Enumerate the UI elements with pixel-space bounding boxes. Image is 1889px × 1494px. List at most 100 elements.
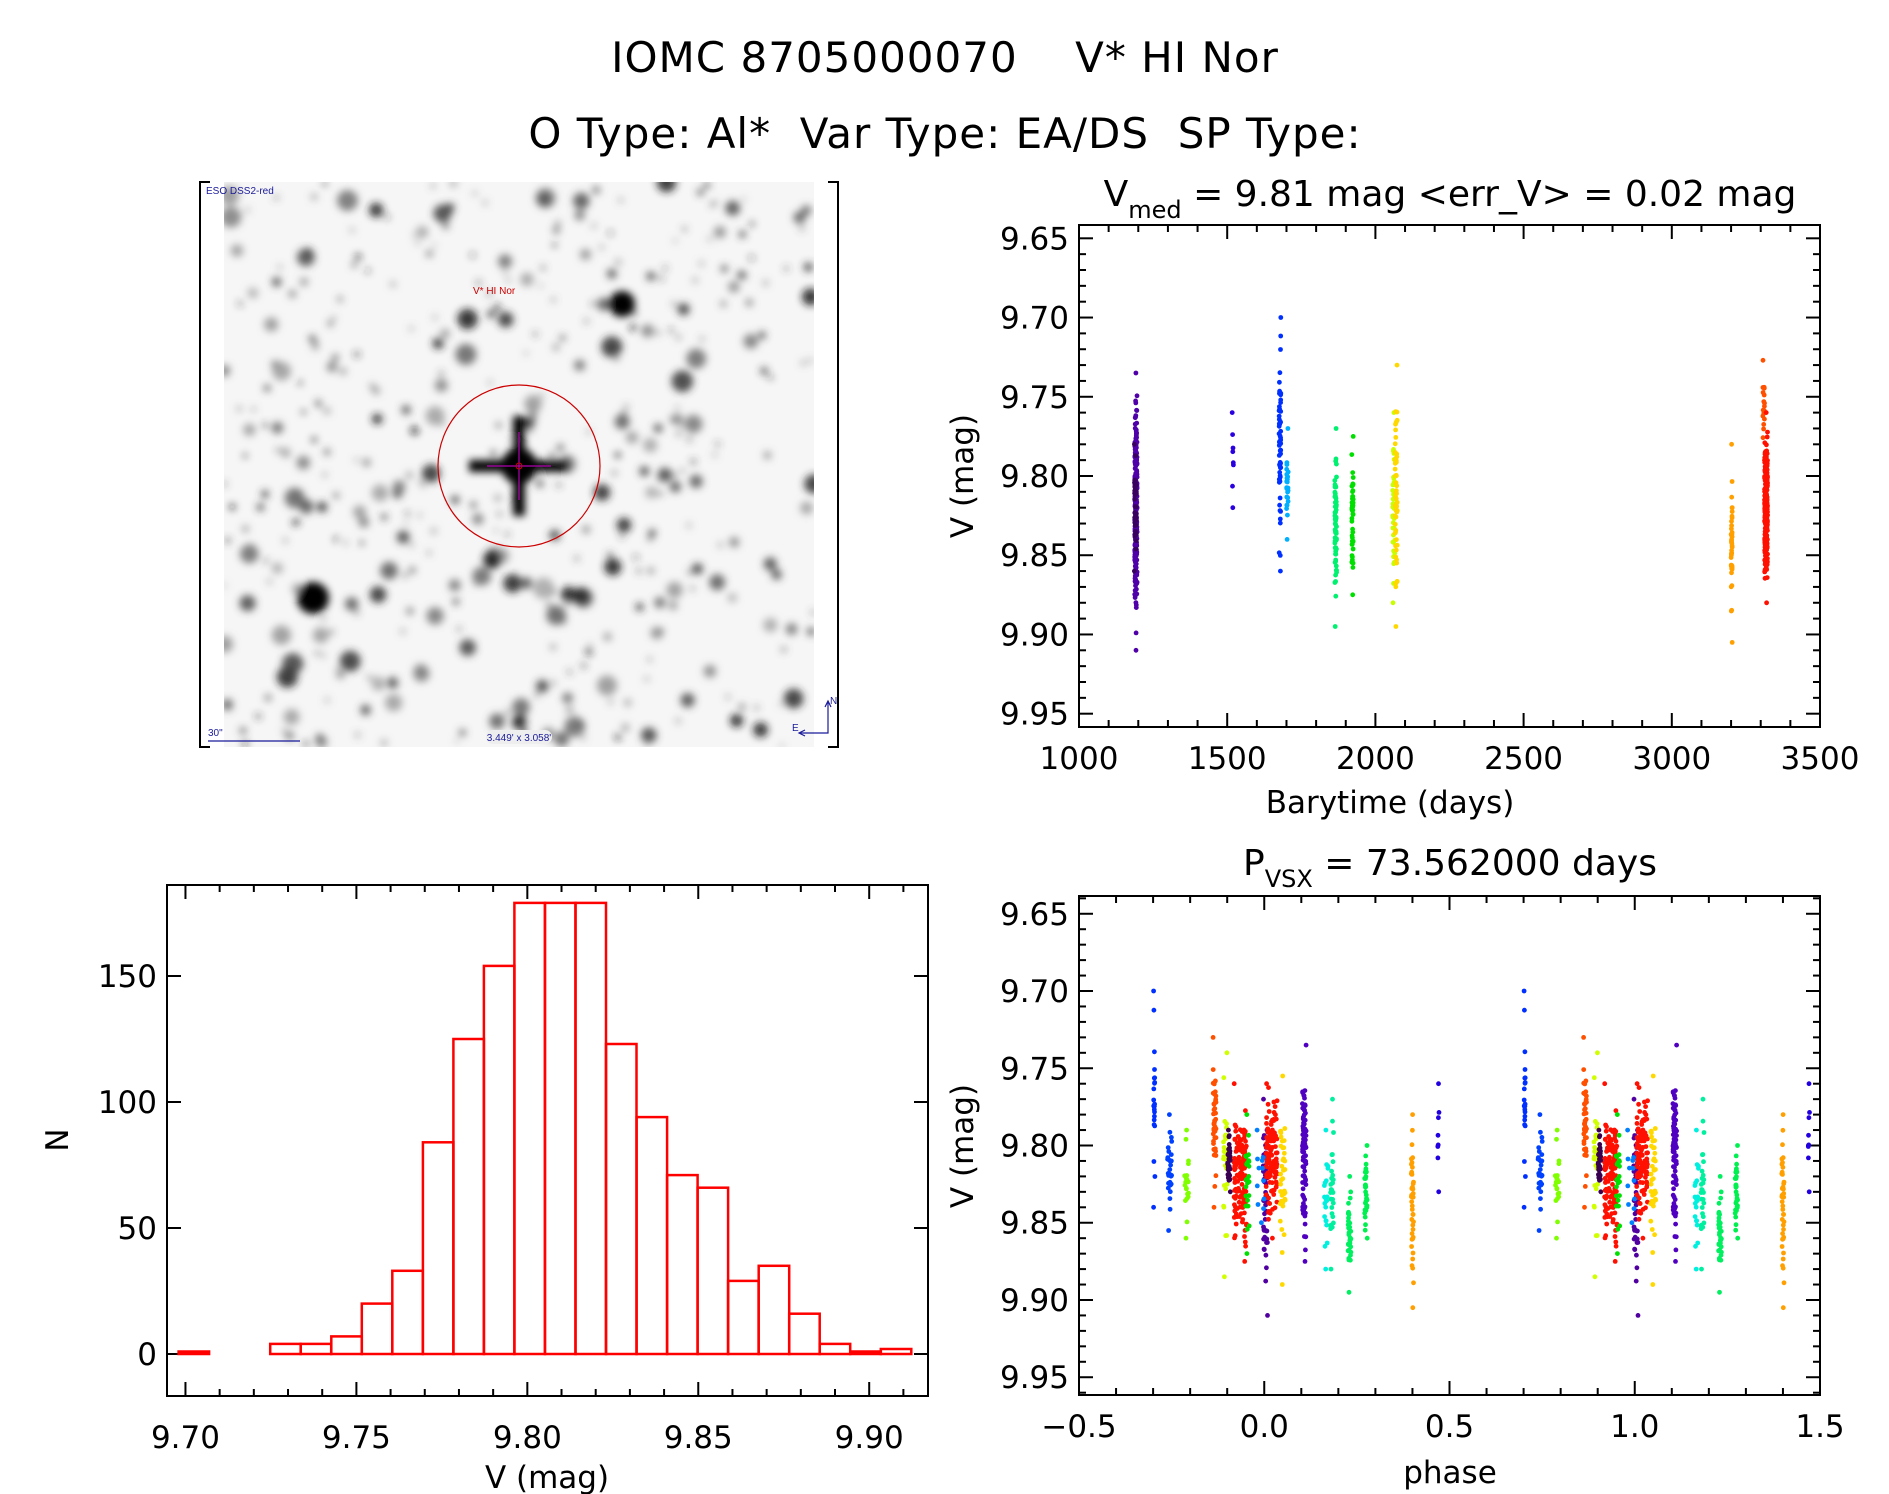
finder-star xyxy=(457,626,462,632)
data-point xyxy=(1602,1137,1608,1142)
finder-star xyxy=(574,556,579,561)
data-point xyxy=(1729,530,1735,535)
data-point xyxy=(1673,1247,1679,1253)
data-point xyxy=(1734,1205,1740,1210)
finder-star xyxy=(271,562,283,574)
data-point xyxy=(1261,1096,1266,1102)
x-tick-label: 1.5 xyxy=(1795,1409,1844,1445)
finder-star xyxy=(487,380,493,385)
data-point xyxy=(1165,1185,1171,1191)
finder-star xyxy=(400,629,406,634)
data-point xyxy=(1277,1218,1283,1224)
data-point xyxy=(1592,1274,1598,1280)
finder-star xyxy=(487,309,496,319)
data-point xyxy=(1278,347,1283,352)
data-point xyxy=(1394,508,1400,514)
data-point xyxy=(1261,1196,1267,1202)
finder-star xyxy=(659,276,664,281)
data-point xyxy=(1779,1186,1785,1191)
finder-star xyxy=(440,328,451,339)
data-point xyxy=(1629,1220,1635,1226)
histogram-bar xyxy=(757,1264,791,1356)
finder-star xyxy=(565,600,571,606)
data-point xyxy=(1764,600,1769,606)
histogram-bar xyxy=(513,901,547,1356)
finder-star xyxy=(251,407,256,412)
light-curve-plot: Vmed = 9.81 mag <err_V> = 0.02 mag Baryt… xyxy=(945,174,1859,821)
data-point xyxy=(1729,640,1735,645)
data-point xyxy=(1225,1152,1231,1158)
finder-star xyxy=(427,550,431,555)
data-point xyxy=(1760,435,1766,441)
data-point xyxy=(1245,1197,1250,1203)
data-point xyxy=(1522,1101,1528,1107)
data-point xyxy=(1272,1205,1278,1211)
data-point xyxy=(1760,357,1766,363)
data-point xyxy=(1581,1035,1586,1040)
data-point xyxy=(1269,1131,1275,1136)
data-point xyxy=(1333,537,1339,543)
finder-star xyxy=(601,336,623,358)
data-point xyxy=(1227,1189,1233,1195)
data-point xyxy=(1282,1196,1288,1202)
data-point xyxy=(1183,1136,1189,1142)
data-point xyxy=(1435,1155,1441,1161)
data-point xyxy=(1410,1181,1416,1187)
finder-star xyxy=(322,472,327,477)
finder-star xyxy=(801,205,812,216)
finder-star xyxy=(720,301,727,307)
data-point xyxy=(1323,1178,1329,1184)
data-point xyxy=(1168,1162,1173,1168)
finder-star xyxy=(296,455,311,470)
finder-star xyxy=(714,226,726,239)
data-point xyxy=(1323,1266,1329,1272)
data-point xyxy=(1409,1203,1415,1209)
data-point xyxy=(1764,451,1770,456)
finder-star xyxy=(298,380,303,385)
data-point xyxy=(1615,1197,1621,1203)
data-point xyxy=(1673,1213,1678,1219)
data-point xyxy=(1634,1081,1640,1087)
data-point xyxy=(1762,400,1767,406)
data-point xyxy=(1410,1127,1415,1133)
data-point xyxy=(1732,1176,1738,1181)
data-point xyxy=(1277,520,1283,526)
finder-star xyxy=(343,540,349,546)
data-point xyxy=(1645,1098,1650,1104)
finder-star xyxy=(450,495,460,505)
data-point xyxy=(1330,1159,1336,1165)
data-point xyxy=(1243,1184,1249,1190)
finder-star xyxy=(520,577,533,590)
data-point xyxy=(1244,1251,1250,1256)
data-point xyxy=(1584,1126,1589,1132)
data-point xyxy=(1781,1212,1786,1217)
data-point xyxy=(1700,1152,1705,1158)
finder-star xyxy=(242,525,249,533)
data-point xyxy=(1639,1131,1645,1136)
data-point xyxy=(1346,1209,1351,1215)
finder-star xyxy=(421,464,441,483)
data-point xyxy=(1733,1214,1739,1220)
data-point xyxy=(1553,1198,1559,1203)
finder-star xyxy=(369,383,376,390)
data-point xyxy=(1556,1194,1562,1200)
finder-star xyxy=(522,416,535,430)
data-point xyxy=(1266,1209,1272,1214)
finder-star xyxy=(737,270,746,280)
finder-star xyxy=(584,319,589,324)
data-point xyxy=(1232,1137,1238,1142)
data-point xyxy=(1184,1127,1189,1133)
data-point xyxy=(1328,1182,1334,1187)
data-point xyxy=(1729,509,1735,514)
data-point xyxy=(1634,1192,1640,1198)
data-point xyxy=(1165,1145,1171,1150)
data-point xyxy=(1536,1149,1542,1154)
y-tick-label: 100 xyxy=(98,1085,157,1121)
data-point xyxy=(1233,1221,1239,1227)
survey-label: ESO DSS2-red xyxy=(206,186,274,197)
finder-star xyxy=(635,603,644,612)
data-point xyxy=(1132,477,1138,483)
finder-star xyxy=(406,607,414,615)
data-point xyxy=(1183,1198,1188,1203)
finder-star xyxy=(753,722,768,738)
